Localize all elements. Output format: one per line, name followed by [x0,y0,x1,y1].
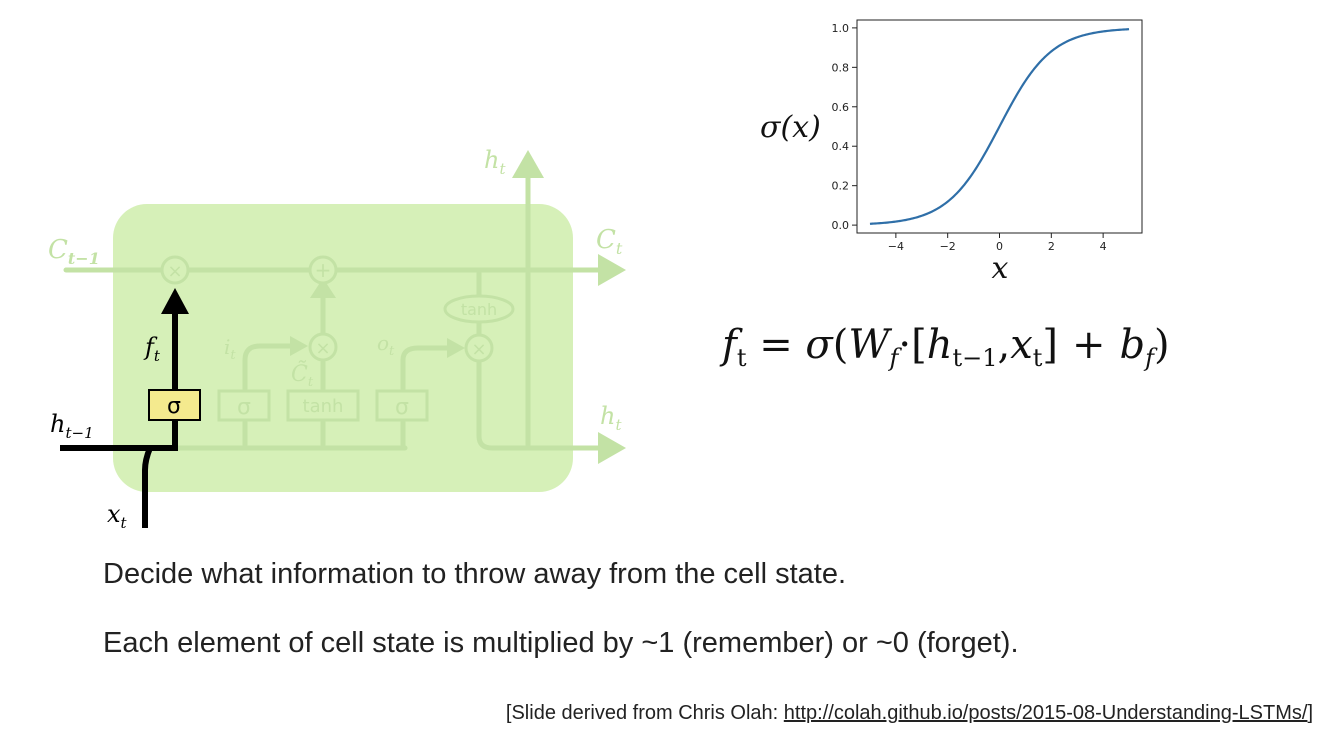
label-h-top: ht [484,146,506,178]
forget-arrowhead [161,288,189,314]
forget-gate-sigma: σ [148,389,201,421]
sigmoid-series-line [869,28,1130,225]
eq-h: h [926,322,953,368]
credit-prefix: [Slide derived from Chris Olah: [505,702,784,724]
eq-x-sub: t [1032,344,1043,372]
x-tick-label: −4 [888,240,904,253]
output-gate-sigma-label: σ [395,395,409,420]
label-i: it [224,335,236,363]
eq-lparen: ( [832,322,849,368]
multiply-op-forget-symbol: × [167,261,182,282]
eq-x: x [1010,322,1033,368]
eq-W: W [848,322,890,368]
eq-sigma: σ [805,322,833,368]
eq-lbracket: [ [911,322,927,368]
y-tick-label: 0.8 [832,61,850,74]
y-tick-label: 0.2 [832,180,850,193]
label-c-tilde: C̃t [291,361,314,390]
chart-xlabel: x [992,251,1009,286]
eq-equals: = [759,322,793,368]
y-tick-label: 0.0 [832,219,850,232]
x-tick-label: 4 [1100,240,1107,253]
add-op: + [308,255,338,285]
multiply-op-output-symbol: × [471,339,486,360]
eq-f-sub: t [736,344,747,372]
eq-b-sub: f [1145,344,1155,372]
label-o: ot [377,331,395,359]
candidate-gate-tanh-label: tanh [303,396,344,417]
label-c-prev: Ct−1 [48,235,100,268]
eq-f: f [722,322,737,368]
multiply-op-input-symbol: × [315,338,330,359]
x-tick-label: 0 [996,240,1003,253]
y-tick-label: 0.6 [832,101,850,114]
candidate-gate-tanh: tanh [286,389,360,422]
caption-line-2: Each element of cell state is multiplied… [103,627,1019,659]
eq-dot: · [898,322,912,368]
eq-W-sub: f [889,344,899,372]
x-tick-label: −2 [940,240,956,253]
multiply-op-output: × [464,333,494,363]
eq-b: b [1119,322,1146,368]
output-gate-sigma: σ [375,389,429,422]
eq-plus: + [1072,322,1106,368]
y-tick-label: 1.0 [832,22,850,35]
tanh-output-label: tanh [461,300,497,319]
lstm-forget-gate-diagram: × + × × tanh σ tanh σ Ct−1 Ct ht ht it o… [48,146,626,532]
forget-gate-sigma-label: σ [167,394,181,419]
multiply-op-input: × [308,332,338,362]
eq-h-sub: t−1 [952,344,998,372]
caption-line-1: Decide what information to throw away fr… [103,558,847,590]
x-tick-label: 2 [1048,240,1055,253]
eq-rparen: ) [1154,322,1170,368]
credit-suffix: ] [1307,702,1313,724]
input-gate-sigma-label: σ [237,395,251,420]
multiply-op-forget: × [160,255,190,285]
add-op-symbol: + [315,258,332,282]
label-h-prev: ht−1 [50,410,94,442]
credit-link[interactable]: http://colah.github.io/posts/2015-08-Und… [783,702,1308,724]
input-gate-sigma: σ [217,389,271,422]
eq-rbracket: ] [1042,322,1059,368]
sigmoid-chart: −4 −2 0 2 4 0.0 0.2 0.4 0.6 0.8 1.0 σ(x) x [760,19,1143,286]
label-h-right: ht [600,402,622,434]
source-credit: [Slide derived from Chris Olah: http://c… [506,702,1313,725]
eq-comma: , [997,322,1011,368]
chart-ylabel: σ(x) [760,110,821,145]
tanh-output-op: tanh [443,294,515,324]
y-tick-label: 0.4 [832,140,850,153]
label-x: xt [107,500,128,532]
label-c-next: Ct [596,225,623,258]
forget-gate-equation: ft = σ(Wf·[ht−1,xt] + bf) [722,322,1170,372]
